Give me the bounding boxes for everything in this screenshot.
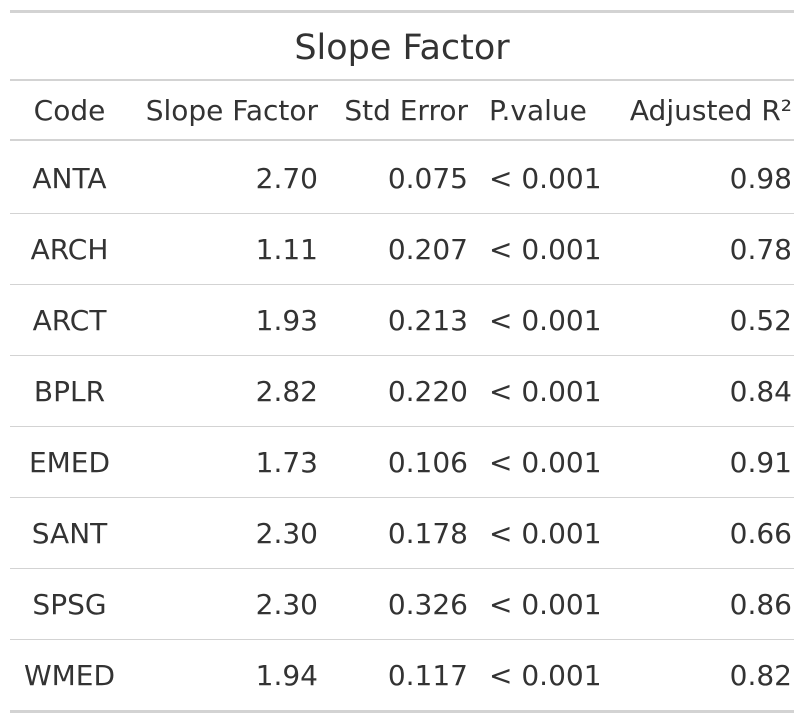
cell-code: EMED	[28, 445, 111, 479]
cell-p-value: < 0.001	[489, 587, 602, 621]
cell-adjusted-r2: 0.52	[729, 303, 792, 337]
cell-std-error: 0.213	[387, 303, 468, 337]
cell-adjusted-r2: 0.82	[729, 658, 792, 692]
cell-slope-factor: 2.70	[255, 161, 318, 195]
cell-slope-factor: 2.30	[255, 587, 318, 621]
cell-p-value: < 0.001	[489, 374, 602, 408]
column-header-adjusted-r2: Adjusted R²	[629, 93, 792, 127]
cell-std-error: 0.178	[387, 516, 468, 550]
cell-p-value: < 0.001	[489, 516, 602, 550]
table-header-row: Code Slope Factor Std Error P.value Adju…	[10, 81, 794, 141]
cell-adjusted-r2: 0.66	[729, 516, 792, 550]
cell-std-error: 0.220	[387, 374, 468, 408]
column-header-std-error: Std Error	[344, 93, 468, 127]
cell-std-error: 0.326	[387, 587, 468, 621]
table-row: ARCH 1.11 0.207 < 0.001 0.78	[10, 214, 794, 285]
cell-p-value: < 0.001	[489, 303, 602, 337]
cell-code: BPLR	[33, 374, 106, 408]
table-title: Slope Factor	[10, 13, 794, 81]
cell-code: ARCT	[32, 303, 107, 337]
cell-p-value: < 0.001	[489, 232, 602, 266]
table-body: ANTA 2.70 0.075 < 0.001 0.98 ARCH 1.11 0…	[10, 143, 794, 713]
cell-code: WMED	[23, 658, 116, 692]
cell-adjusted-r2: 0.86	[729, 587, 792, 621]
cell-adjusted-r2: 0.78	[729, 232, 792, 266]
cell-slope-factor: 2.82	[255, 374, 318, 408]
column-header-code: Code	[33, 93, 106, 127]
cell-adjusted-r2: 0.91	[729, 445, 792, 479]
column-header-p-value: P.value	[489, 93, 587, 127]
table-row: ARCT 1.93 0.213 < 0.001 0.52	[10, 285, 794, 356]
cell-slope-factor: 1.11	[255, 232, 318, 266]
table-row: SPSG 2.30 0.326 < 0.001 0.86	[10, 569, 794, 640]
cell-code: ARCH	[30, 232, 109, 266]
cell-std-error: 0.106	[387, 445, 468, 479]
table-row: ANTA 2.70 0.075 < 0.001 0.98	[10, 143, 794, 214]
cell-adjusted-r2: 0.98	[729, 161, 792, 195]
table-row: SANT 2.30 0.178 < 0.001 0.66	[10, 498, 794, 569]
cell-code: SPSG	[32, 587, 107, 621]
cell-slope-factor: 1.73	[255, 445, 318, 479]
cell-p-value: < 0.001	[489, 658, 602, 692]
cell-p-value: < 0.001	[489, 161, 602, 195]
table-row: EMED 1.73 0.106 < 0.001 0.91	[10, 427, 794, 498]
cell-std-error: 0.117	[387, 658, 468, 692]
cell-std-error: 0.207	[387, 232, 468, 266]
cell-adjusted-r2: 0.84	[729, 374, 792, 408]
column-header-slope-factor: Slope Factor	[145, 93, 318, 127]
cell-code: ANTA	[32, 161, 107, 195]
table-top-rule	[10, 10, 794, 13]
cell-slope-factor: 2.30	[255, 516, 318, 550]
cell-std-error: 0.075	[387, 161, 468, 195]
table-row: BPLR 2.82 0.220 < 0.001 0.84	[10, 356, 794, 427]
cell-slope-factor: 1.94	[255, 658, 318, 692]
table-row: WMED 1.94 0.117 < 0.001 0.82	[10, 640, 794, 713]
cell-p-value: < 0.001	[489, 445, 602, 479]
slope-factor-table: Slope Factor Code Slope Factor Std Error…	[10, 10, 794, 713]
cell-slope-factor: 1.93	[255, 303, 318, 337]
cell-code: SANT	[31, 516, 108, 550]
